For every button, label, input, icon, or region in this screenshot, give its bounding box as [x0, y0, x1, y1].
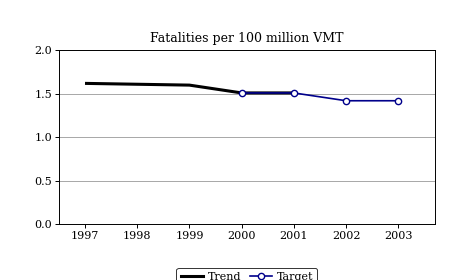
Legend: Trend, Target: Trend, Target — [176, 268, 318, 280]
Title: Fatalities per 100 million VMT: Fatalities per 100 million VMT — [150, 32, 344, 45]
